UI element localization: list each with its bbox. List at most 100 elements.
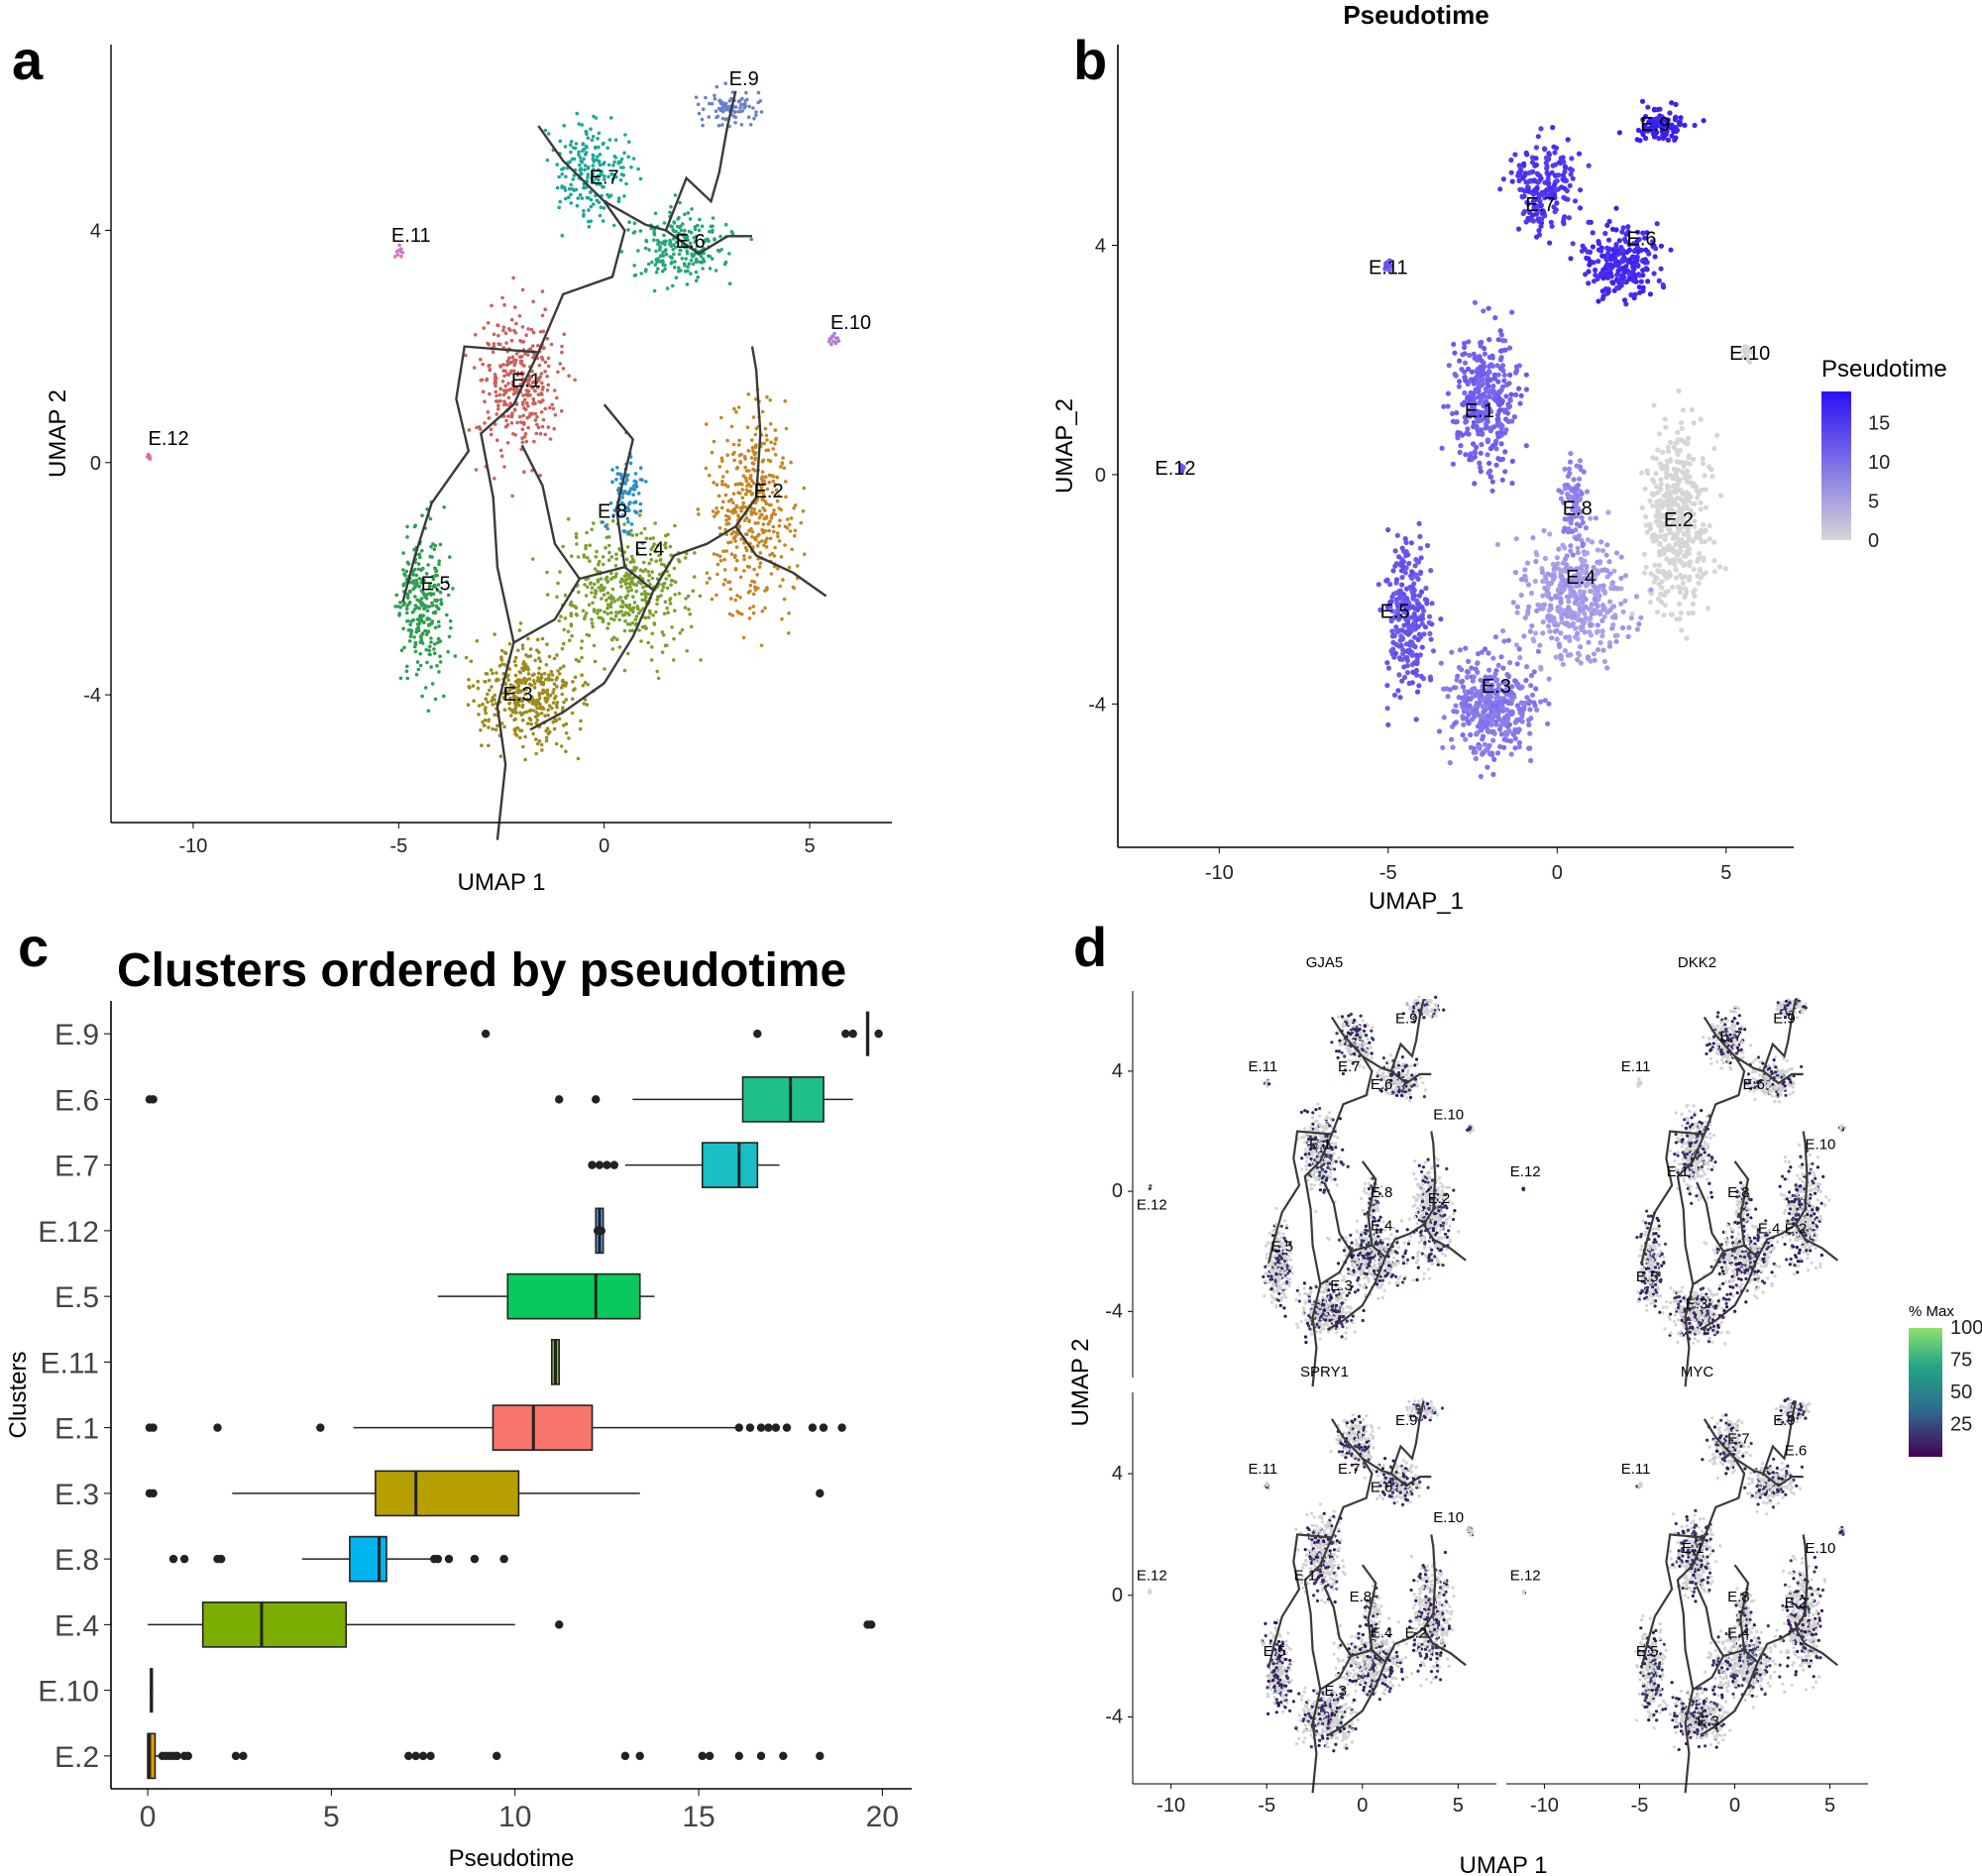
umap-point [654,258,658,262]
umap-point [1678,537,1684,543]
umap-point [1686,453,1692,459]
umap-point [524,439,528,444]
umap-point [1541,146,1548,152]
umap-point [655,669,659,674]
umap-point [1424,601,1430,607]
umap-point [1587,629,1593,635]
umap-point [1533,156,1539,162]
umap-point [488,391,492,396]
umap-point [1595,622,1600,628]
umap-point [1409,569,1415,575]
umap-point [748,583,753,588]
umap-point [639,531,643,535]
umap-point [1666,570,1672,576]
umap-point [526,404,530,408]
umap-point [731,530,736,534]
umap-point [1590,609,1596,615]
umap-point [589,197,594,202]
umap-point [644,238,648,243]
umap-point [1495,456,1501,462]
umap-point [1556,172,1562,178]
umap-point [1685,474,1692,480]
umap-point [1454,677,1460,683]
panel-label-b: b [1073,29,1107,91]
umap-point [653,521,657,525]
umap-point [748,474,753,478]
umap-point [664,577,668,581]
umap-point [562,627,566,632]
umap-point [1595,559,1600,566]
umap-point [493,713,497,717]
umap-point [602,562,606,567]
umap-point [745,564,750,569]
umap-point [467,428,472,432]
umap-point [1605,237,1612,243]
umap-point [750,530,755,534]
umap-point [1582,558,1588,564]
y-tick-label: E.7 [55,1151,99,1183]
umap-point [775,475,780,480]
umap-point [512,717,516,722]
chart-title: Clusters ordered by pseudotime [117,944,846,997]
umap-point [477,704,482,708]
umap-point [1398,568,1404,574]
umap-point [710,597,715,602]
umap-point [397,248,401,253]
umap-point [1410,604,1416,609]
umap-point [573,378,577,383]
umap-point [680,627,685,632]
umap-point [433,566,437,571]
umap-point [1701,557,1707,564]
umap-point [1548,572,1555,579]
umap-point [754,113,758,118]
umap-point [436,640,440,645]
umap-point [754,443,758,448]
umap-point [492,332,496,337]
umap-point [724,101,728,106]
umap-point [1441,715,1447,720]
umap-point [505,441,510,445]
umap-point [1650,502,1656,508]
umap-point [634,614,639,618]
umap-point [1466,658,1472,665]
umap-point [782,466,787,471]
umap-point [764,475,768,480]
umap-point [1419,644,1425,650]
umap-point [642,560,646,565]
umap-point [704,466,709,471]
umap-point [1589,539,1595,545]
umap-point [1556,488,1562,494]
umap-point [1586,219,1592,225]
umap-point [1505,637,1511,643]
umap-point [574,532,579,536]
umap-point [632,264,636,268]
umap-point [1598,539,1604,545]
umap-point [731,492,736,497]
umap-point [569,182,573,187]
umap-point [1512,678,1518,684]
umap-point [569,201,573,205]
umap-point [724,522,729,526]
umap-point [756,533,760,538]
umap-point [531,731,535,736]
umap-point [1496,726,1503,732]
umap-point [1508,169,1514,175]
umap-point [1679,627,1685,633]
umap-point [738,106,742,110]
umap-point [642,526,647,531]
umap-point [420,694,424,699]
umap-point [415,581,419,585]
umap-point [743,465,747,470]
umap-point [1696,556,1702,562]
umap-point [497,664,502,668]
umap-point [1396,554,1402,560]
umap-point [558,139,563,144]
umap-point [740,488,744,492]
umap-point [1445,390,1451,396]
umap-point [539,400,543,404]
umap-point [537,650,541,655]
umap-point [1573,625,1579,631]
umap-point [569,622,574,626]
umap-point [494,727,498,732]
umap-point [1592,597,1597,603]
